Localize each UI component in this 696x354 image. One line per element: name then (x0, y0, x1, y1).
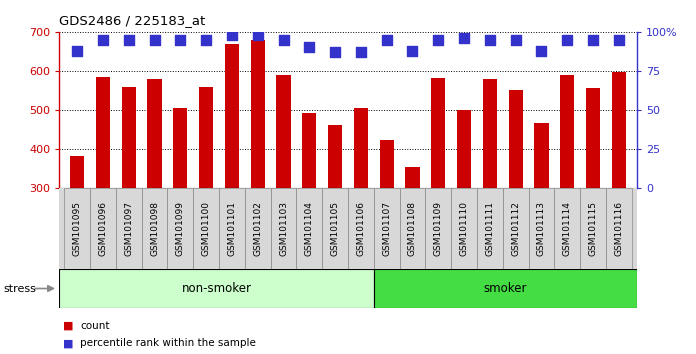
FancyBboxPatch shape (219, 188, 245, 269)
Text: count: count (80, 321, 109, 331)
Text: GSM101101: GSM101101 (228, 201, 237, 256)
FancyBboxPatch shape (503, 188, 528, 269)
Text: GSM101100: GSM101100 (202, 201, 211, 256)
Text: GSM101098: GSM101098 (150, 201, 159, 256)
FancyBboxPatch shape (554, 188, 580, 269)
Point (278, 37, 289, 42)
FancyBboxPatch shape (400, 188, 425, 269)
Text: GSM101096: GSM101096 (99, 201, 107, 256)
Bar (302, 113, 317, 188)
Bar (560, 75, 574, 188)
Point (536, 48, 547, 53)
Text: GSM101099: GSM101099 (176, 201, 185, 256)
Bar (612, 72, 626, 188)
Text: GSM101109: GSM101109 (434, 201, 443, 256)
Point (484, 37, 496, 42)
Text: ■: ■ (63, 338, 73, 348)
Point (381, 37, 393, 42)
FancyBboxPatch shape (116, 188, 142, 269)
FancyBboxPatch shape (142, 188, 168, 269)
Bar (509, 90, 523, 188)
Text: GSM101097: GSM101097 (125, 201, 134, 256)
FancyBboxPatch shape (425, 188, 451, 269)
Text: GSM101102: GSM101102 (253, 201, 262, 256)
Bar (483, 79, 497, 188)
Bar (405, 167, 420, 188)
Bar (379, 140, 394, 188)
Text: GSM101114: GSM101114 (562, 201, 571, 256)
Point (200, 37, 212, 42)
FancyBboxPatch shape (90, 188, 116, 269)
Point (303, 45, 315, 50)
FancyBboxPatch shape (59, 269, 374, 308)
Bar (122, 87, 136, 188)
Bar (276, 75, 291, 188)
Text: GSM101106: GSM101106 (356, 201, 365, 256)
Point (123, 37, 134, 42)
FancyBboxPatch shape (451, 188, 477, 269)
Bar (535, 124, 548, 188)
Point (613, 37, 624, 42)
Bar (225, 44, 239, 188)
Text: GSM101110: GSM101110 (459, 201, 468, 256)
FancyBboxPatch shape (606, 188, 632, 269)
Text: GSM101103: GSM101103 (279, 201, 288, 256)
Text: smoker: smoker (484, 282, 528, 295)
Text: non-smoker: non-smoker (182, 282, 252, 295)
Text: GSM101105: GSM101105 (331, 201, 340, 256)
Bar (457, 110, 471, 188)
Bar (586, 88, 600, 188)
Text: GSM101108: GSM101108 (408, 201, 417, 256)
Point (407, 48, 418, 53)
Text: stress: stress (3, 284, 36, 293)
Text: GSM101116: GSM101116 (615, 201, 624, 256)
Text: GSM101115: GSM101115 (589, 201, 597, 256)
Text: GSM101113: GSM101113 (537, 201, 546, 256)
Point (433, 37, 444, 42)
FancyBboxPatch shape (374, 188, 400, 269)
Point (252, 32, 263, 38)
FancyBboxPatch shape (322, 188, 348, 269)
Point (587, 37, 599, 42)
Bar (70, 156, 84, 188)
Text: ■: ■ (63, 321, 73, 331)
FancyBboxPatch shape (528, 188, 554, 269)
Text: GSM101112: GSM101112 (511, 201, 520, 256)
FancyBboxPatch shape (477, 188, 503, 269)
Text: GSM101111: GSM101111 (485, 201, 494, 256)
FancyBboxPatch shape (168, 188, 193, 269)
Bar (199, 87, 213, 188)
FancyBboxPatch shape (580, 188, 606, 269)
Point (149, 37, 160, 42)
Point (459, 35, 470, 41)
Point (562, 37, 573, 42)
Text: GDS2486 / 225183_at: GDS2486 / 225183_at (59, 14, 205, 27)
Text: GSM101107: GSM101107 (382, 201, 391, 256)
Point (510, 37, 521, 42)
Bar (173, 108, 187, 188)
Bar (59, 188, 637, 269)
Point (72, 48, 83, 53)
FancyBboxPatch shape (348, 188, 374, 269)
Bar (431, 78, 445, 188)
Text: GSM101095: GSM101095 (72, 201, 81, 256)
Bar (148, 79, 161, 188)
FancyBboxPatch shape (271, 188, 296, 269)
FancyBboxPatch shape (296, 188, 322, 269)
Bar (251, 40, 265, 188)
Point (97, 37, 109, 42)
Bar (96, 77, 110, 188)
Point (356, 49, 367, 55)
FancyBboxPatch shape (374, 269, 637, 308)
FancyBboxPatch shape (245, 188, 271, 269)
Bar (328, 125, 342, 188)
FancyBboxPatch shape (193, 188, 219, 269)
Point (329, 49, 340, 55)
Point (175, 37, 186, 42)
Text: percentile rank within the sample: percentile rank within the sample (80, 338, 256, 348)
Text: GSM101104: GSM101104 (305, 201, 314, 256)
Point (226, 32, 237, 38)
Bar (354, 108, 368, 188)
FancyBboxPatch shape (64, 188, 90, 269)
